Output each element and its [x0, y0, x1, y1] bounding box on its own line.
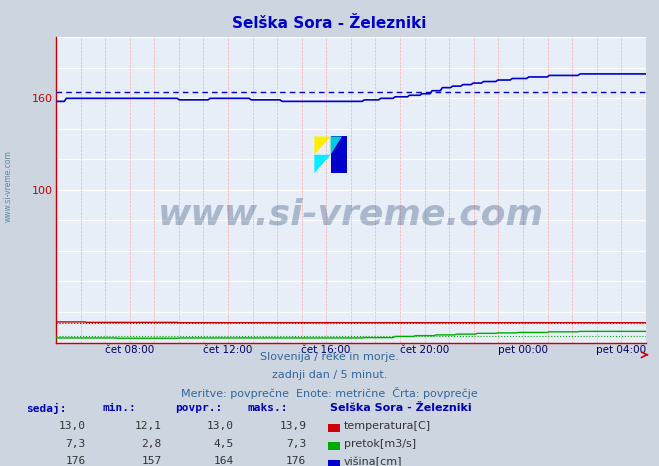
Text: pretok[m3/s]: pretok[m3/s]: [344, 439, 416, 448]
Text: Selška Sora - Železniki: Selška Sora - Železniki: [233, 16, 426, 31]
Text: 4,5: 4,5: [214, 439, 234, 448]
Polygon shape: [331, 137, 342, 155]
Text: 12,1: 12,1: [134, 421, 161, 431]
Text: 2,8: 2,8: [141, 439, 161, 448]
Text: www.si-vreme.com: www.si-vreme.com: [158, 197, 544, 231]
Text: višina[cm]: višina[cm]: [344, 456, 403, 466]
Text: 13,0: 13,0: [59, 421, 86, 431]
Text: www.si-vreme.com: www.si-vreme.com: [4, 151, 13, 222]
Text: 176: 176: [65, 456, 86, 466]
Text: 164: 164: [214, 456, 234, 466]
Text: 13,9: 13,9: [279, 421, 306, 431]
Text: 7,3: 7,3: [65, 439, 86, 448]
Text: 13,0: 13,0: [207, 421, 234, 431]
Text: Selška Sora - Železniki: Selška Sora - Železniki: [330, 403, 471, 413]
Text: zadnji dan / 5 minut.: zadnji dan / 5 minut.: [272, 370, 387, 379]
Text: Meritve: povprečne  Enote: metrične  Črta: povprečje: Meritve: povprečne Enote: metrične Črta:…: [181, 387, 478, 399]
Polygon shape: [314, 155, 331, 173]
Polygon shape: [314, 137, 331, 155]
Text: 176: 176: [286, 456, 306, 466]
Text: 7,3: 7,3: [286, 439, 306, 448]
Text: maks.:: maks.:: [247, 403, 287, 413]
Text: Slovenija / reke in morje.: Slovenija / reke in morje.: [260, 352, 399, 362]
Text: povpr.:: povpr.:: [175, 403, 222, 413]
Text: temperatura[C]: temperatura[C]: [344, 421, 431, 431]
Text: sedaj:: sedaj:: [26, 403, 67, 414]
Text: 157: 157: [141, 456, 161, 466]
Polygon shape: [331, 137, 347, 173]
Text: min.:: min.:: [102, 403, 136, 413]
